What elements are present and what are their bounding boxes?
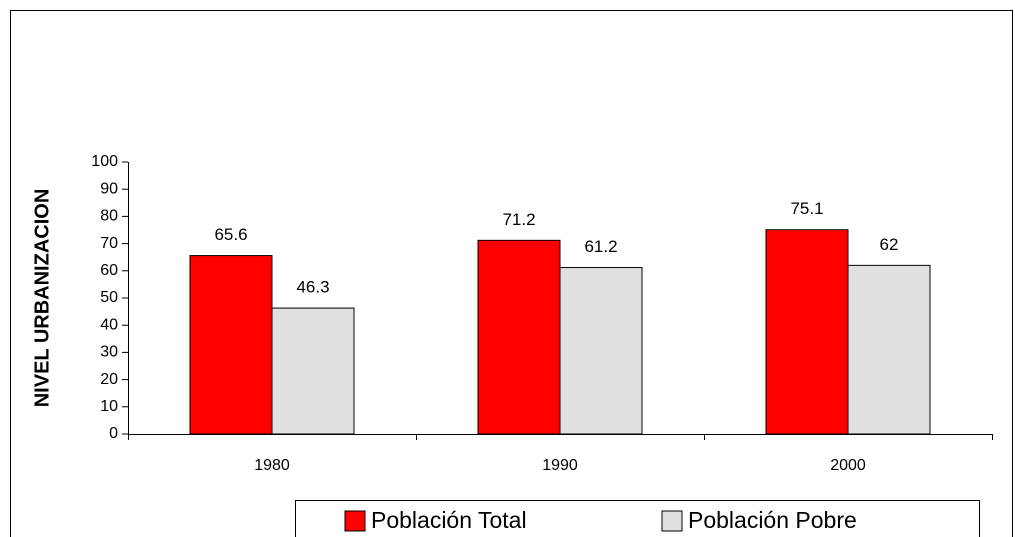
x-tick-label: 1980 xyxy=(254,457,290,474)
legend-swatch xyxy=(344,510,366,532)
y-tick-label: 100 xyxy=(91,153,118,170)
bar xyxy=(847,264,931,435)
y-tick-label: 30 xyxy=(100,344,118,361)
y-tick-label: 50 xyxy=(100,289,118,306)
bar xyxy=(477,239,561,435)
bar xyxy=(189,255,273,435)
y-tick-label: 0 xyxy=(109,425,118,442)
legend-label: Población Pobre xyxy=(688,507,857,533)
x-tick-label: 2000 xyxy=(830,457,866,474)
y-tick-label: 20 xyxy=(100,371,118,388)
y-tick-label: 90 xyxy=(100,180,118,197)
value-label: 46.3 xyxy=(296,278,329,297)
bar xyxy=(271,307,355,435)
value-label: 62 xyxy=(880,235,899,254)
y-axis-title: NIVEL URBANIZACION xyxy=(31,189,53,408)
y-tick-label: 70 xyxy=(100,235,118,252)
legend-swatch xyxy=(661,510,683,532)
x-tick-label: 1990 xyxy=(542,457,578,474)
bar xyxy=(765,229,849,435)
value-label: 65.6 xyxy=(214,225,247,244)
value-label: 71.2 xyxy=(502,210,535,229)
bar xyxy=(559,267,643,435)
legend-box xyxy=(295,500,980,537)
value-label: 75.1 xyxy=(790,199,823,218)
value-label: 61.2 xyxy=(584,237,617,256)
legend-label: Población Total xyxy=(371,507,527,533)
y-tick-label: 80 xyxy=(100,208,118,225)
y-tick-label: 60 xyxy=(100,262,118,279)
y-tick-label: 10 xyxy=(100,398,118,415)
y-tick-label: 40 xyxy=(100,316,118,333)
chart-frame xyxy=(10,10,1013,537)
